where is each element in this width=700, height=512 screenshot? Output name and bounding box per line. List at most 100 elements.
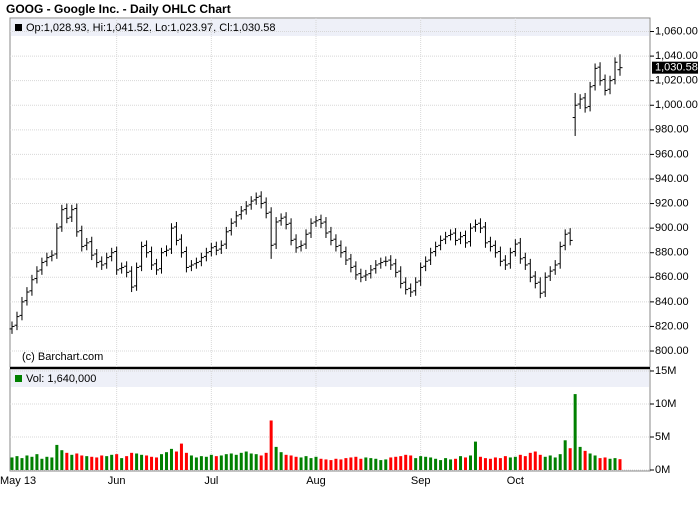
y-tick-label: 980.00 bbox=[655, 124, 689, 136]
chart-title: GOOG - Google Inc. - Daily OHLC Chart bbox=[6, 2, 231, 16]
volume-bar bbox=[145, 455, 149, 470]
volume-bar bbox=[429, 457, 433, 470]
volume-bar bbox=[409, 455, 413, 470]
volume-bar bbox=[394, 456, 398, 470]
volume-bar bbox=[473, 441, 477, 470]
volume-bar bbox=[219, 455, 223, 470]
legend-band bbox=[11, 370, 649, 387]
y-tick-label: 900.00 bbox=[655, 222, 689, 234]
volume-bar bbox=[125, 456, 129, 470]
volume-bar bbox=[269, 420, 273, 470]
volume-bar bbox=[264, 452, 268, 470]
volume-bar bbox=[179, 443, 183, 470]
y-tick-label: 920.00 bbox=[655, 197, 689, 209]
x-tick-label: Aug bbox=[306, 475, 326, 487]
volume-bar bbox=[140, 454, 144, 470]
y-tick-label: 5M bbox=[655, 431, 670, 443]
volume-bar bbox=[334, 458, 338, 470]
volume-bar bbox=[468, 455, 472, 470]
volume-bar bbox=[324, 459, 328, 470]
volume-bar bbox=[439, 460, 443, 470]
volume-bar bbox=[80, 455, 84, 470]
volume-bar bbox=[424, 456, 428, 470]
source: (c) Barchart.com bbox=[22, 351, 103, 363]
volume-bar bbox=[613, 458, 617, 470]
volume-bar bbox=[40, 458, 44, 470]
volume-bar bbox=[160, 454, 164, 470]
volume-bar bbox=[150, 456, 154, 470]
volume-bar bbox=[239, 452, 243, 470]
volume-bar bbox=[309, 458, 313, 470]
ohlc-legend: Op:1,028.93, Hi:1,041.52, Lo:1,023.97, C… bbox=[26, 22, 276, 34]
volume-bar bbox=[339, 459, 343, 470]
volume-bar bbox=[419, 456, 423, 470]
volume-bar bbox=[588, 453, 592, 470]
volume-bar bbox=[483, 458, 487, 470]
y-tick-label: 940.00 bbox=[655, 173, 689, 185]
volume-bar bbox=[603, 457, 607, 470]
volume-bar bbox=[209, 454, 213, 470]
volume-bar bbox=[174, 451, 178, 470]
volume-bar bbox=[65, 452, 69, 470]
volume-bar bbox=[513, 456, 517, 470]
volume-bar bbox=[194, 457, 198, 470]
volume-bar bbox=[60, 450, 64, 470]
y-tick-label: 10M bbox=[655, 398, 676, 410]
volume-bar bbox=[25, 455, 29, 470]
volume-bar bbox=[518, 454, 522, 470]
volume-bar bbox=[115, 454, 119, 470]
volume-bar bbox=[464, 457, 468, 470]
volume-bar bbox=[169, 448, 173, 470]
volume-bar bbox=[573, 394, 577, 470]
volume-bar bbox=[70, 454, 74, 470]
volume-bar bbox=[528, 452, 532, 470]
volume-bar bbox=[259, 455, 263, 470]
volume-bar bbox=[533, 451, 537, 470]
y-tick-label: 0M bbox=[655, 464, 670, 476]
legend-swatch bbox=[15, 24, 22, 31]
volume-bar bbox=[30, 456, 34, 470]
volume-bar bbox=[404, 454, 408, 470]
volume-bar bbox=[374, 458, 378, 470]
volume-bar bbox=[498, 458, 502, 470]
volume-bar bbox=[384, 459, 388, 470]
y-tick-label: 860.00 bbox=[655, 271, 689, 283]
volume-bar bbox=[189, 455, 193, 470]
y-tick-label: 880.00 bbox=[655, 247, 689, 259]
volume-bar bbox=[254, 454, 258, 470]
volume-bar bbox=[85, 456, 89, 470]
volume-bar bbox=[478, 456, 482, 470]
last-price-label: 1,030.58 bbox=[655, 62, 698, 74]
volume-bar bbox=[35, 454, 39, 470]
volume-bar bbox=[538, 454, 542, 470]
x-tick-label: Sep bbox=[411, 475, 431, 487]
volume-bar bbox=[90, 456, 94, 470]
volume-bar bbox=[354, 456, 358, 470]
y-tick-label: 840.00 bbox=[655, 296, 689, 308]
y-tick-label: 1,060.00 bbox=[655, 25, 698, 37]
volume-bar bbox=[10, 457, 14, 470]
x-tick-label: Oct bbox=[507, 475, 524, 487]
volume-bar bbox=[274, 446, 278, 470]
volume-bar bbox=[244, 451, 248, 470]
volume-bar bbox=[578, 446, 582, 470]
volume-bar bbox=[214, 456, 218, 470]
legend-swatch bbox=[15, 375, 22, 382]
volume-bar bbox=[389, 457, 393, 470]
volume-bar bbox=[434, 458, 438, 470]
volume-bar bbox=[304, 456, 308, 470]
volume-bar bbox=[558, 454, 562, 470]
volume-bar bbox=[459, 456, 463, 470]
x-tick-label: Jul bbox=[204, 475, 218, 487]
y-tick-label: 15M bbox=[655, 365, 676, 377]
volume-bar bbox=[55, 444, 59, 470]
volume-bar bbox=[289, 455, 293, 470]
volume-bar bbox=[299, 457, 303, 470]
volume-bar bbox=[618, 459, 622, 470]
volume-bar bbox=[503, 456, 507, 470]
volume-bar bbox=[488, 458, 492, 470]
volume-bar bbox=[548, 455, 552, 470]
volume-bar bbox=[155, 457, 159, 470]
volume-bar bbox=[508, 457, 512, 470]
